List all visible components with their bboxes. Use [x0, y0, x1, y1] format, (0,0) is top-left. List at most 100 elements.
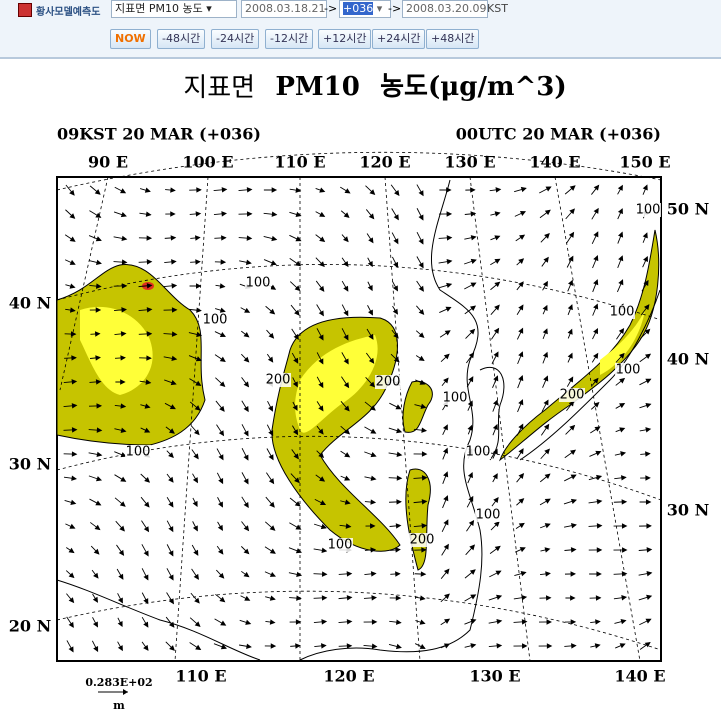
wind-vector-head	[96, 403, 103, 409]
wind-vector-head	[243, 430, 249, 437]
wind-vector-head	[271, 187, 278, 193]
wind-vector-head	[370, 452, 377, 458]
wind-vector-head	[243, 331, 250, 338]
lon-label: 140 E	[529, 153, 580, 172]
wind-vector-head	[368, 213, 375, 220]
start-time[interactable]: 2008.03.18.21	[241, 0, 327, 18]
wind-vector-head	[494, 304, 500, 311]
wind-vector-head	[370, 499, 377, 505]
wind-vector-head	[593, 231, 599, 238]
wind-vector-head	[344, 428, 351, 435]
wind-vector-head	[146, 283, 153, 289]
wind-vector-head	[470, 643, 477, 649]
wind-vector-head	[344, 499, 351, 505]
wind-vector-head	[518, 351, 524, 358]
wind-vector-head	[195, 211, 202, 217]
wind-vector-head	[269, 619, 276, 625]
lon-label: 100 E	[182, 153, 233, 172]
wind-vector-head	[218, 572, 225, 579]
wind-vector-head	[271, 235, 278, 242]
wind-vector-head	[269, 595, 276, 601]
wind-vector-head	[367, 285, 373, 292]
graticule-line	[56, 264, 662, 321]
wind-vector-head	[171, 259, 177, 265]
wind-vector-head	[196, 307, 202, 313]
wind-vector-head	[367, 261, 373, 268]
wind-vector-head	[171, 283, 178, 289]
wind-vector-head	[320, 643, 327, 649]
wind-vector-head	[646, 594, 653, 600]
wind-vector-head	[95, 212, 102, 218]
wind-vector-head	[593, 303, 599, 310]
time-step-button[interactable]: -24시간	[211, 29, 260, 49]
wind-vector-head	[617, 208, 623, 215]
lon-label: 90 E	[88, 153, 128, 172]
wind-vector-head	[168, 621, 175, 628]
wind-vector-head	[246, 643, 252, 649]
wind-vector-head	[371, 619, 378, 625]
time-step-button[interactable]: +24시간	[372, 29, 426, 49]
wind-vector-head	[219, 381, 226, 388]
lat-label: 50 N	[667, 200, 709, 219]
wind-vector-head	[644, 328, 651, 335]
wind-vector-head	[92, 621, 98, 628]
wind-vector-head	[120, 452, 127, 458]
wind-vector-head	[543, 423, 550, 430]
wind-vector-head	[168, 452, 174, 459]
wind-vector-head	[395, 523, 402, 529]
time-step-button[interactable]: +48시간	[426, 29, 480, 49]
wind-vector-head	[518, 423, 524, 430]
wind-vector-head	[542, 351, 549, 358]
wind-vector-head	[396, 499, 402, 505]
wind-vector-head	[193, 549, 199, 556]
wind-vector-head	[121, 307, 127, 313]
wind-vector-head	[292, 381, 298, 388]
wind-vector-head	[421, 547, 427, 553]
wind-vector-head	[618, 327, 625, 335]
wind-vector-head	[495, 570, 502, 576]
hour-select[interactable]: +036 ▾	[339, 0, 391, 18]
wind-vector-head	[270, 284, 277, 290]
wind-vector-head	[243, 356, 250, 363]
wind-vector-head	[93, 548, 100, 555]
wind-vector-head	[96, 451, 103, 458]
time-step-button[interactable]: -48시간	[157, 29, 206, 49]
field-select[interactable]: 지표면 PM10 농도 ▾	[111, 0, 237, 18]
end-time[interactable]: 2008.03.20.09	[402, 0, 488, 18]
wind-vector-head	[120, 403, 127, 409]
wind-vector-head	[519, 547, 526, 553]
wind-vector-head	[570, 498, 577, 504]
time-step-button[interactable]: -12시간	[265, 29, 314, 49]
wind-vector-head	[245, 619, 252, 625]
wind-vector-head	[192, 525, 198, 532]
title-part: PM10	[275, 72, 360, 102]
wind-vector-head	[319, 187, 326, 193]
wind-vector-head	[370, 547, 377, 553]
wind-vector-head	[396, 428, 403, 434]
wind-vector-head	[221, 235, 227, 241]
field-text: 지표면 PM10 농도	[115, 2, 203, 15]
wind-vector-head	[493, 375, 499, 382]
wind-vector-head	[168, 501, 174, 508]
wind-vector-head	[645, 499, 652, 505]
time-step-button[interactable]: +12시간	[318, 29, 372, 49]
wind-vector-head	[595, 450, 602, 456]
wind-vector-head	[344, 188, 351, 194]
graticule-line	[554, 176, 641, 662]
coastline	[299, 179, 483, 661]
now-button[interactable]: NOW	[110, 29, 151, 49]
wind-vector-head	[395, 547, 401, 553]
wind-vector-head	[645, 618, 652, 624]
wind-vector-head	[346, 595, 353, 601]
wind-vector-head	[169, 645, 175, 651]
wind-vector-head	[69, 259, 76, 265]
wind-vector-head	[544, 448, 550, 455]
lat-label: 40 N	[9, 294, 51, 313]
lon-label: 110 E	[175, 667, 226, 686]
wind-vector-head	[219, 283, 226, 289]
lon-label: 130 E	[444, 153, 495, 172]
wind-vector-head	[170, 187, 176, 193]
lon-label: 130 E	[469, 667, 520, 686]
wind-vector-head	[368, 237, 374, 244]
wind-vector-head	[518, 473, 525, 480]
